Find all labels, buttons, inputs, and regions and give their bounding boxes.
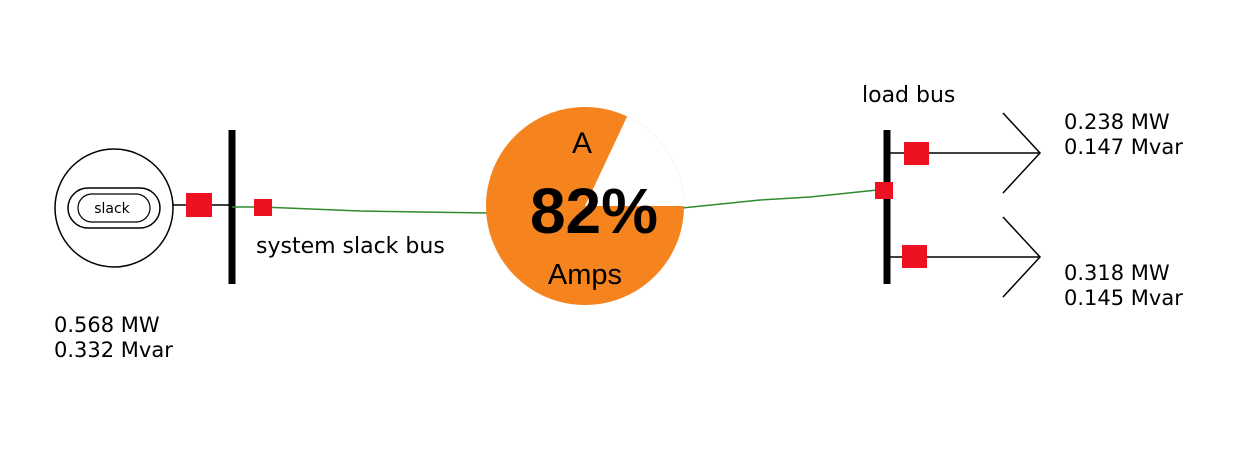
generator-symbol-label: slack <box>94 201 130 217</box>
gauge-unloaded-slice <box>585 116 684 206</box>
generator-breaker[interactable] <box>186 193 212 217</box>
load-2-arrow-icon <box>1002 216 1042 298</box>
transmission-line-left[interactable] <box>232 206 488 214</box>
load-1-mvar: 0.147 Mvar <box>1064 135 1183 159</box>
load-1-mw: 0.238 MW <box>1064 110 1170 134</box>
generator-rotor-icon <box>67 187 161 229</box>
load-2-mw: 0.318 MW <box>1064 261 1170 285</box>
generator-output: 0.568 MW 0.332 Mvar <box>54 313 173 363</box>
gauge-unit: Amps <box>548 259 622 291</box>
transmission-line-right[interactable] <box>681 188 888 209</box>
line-breaker-from[interactable] <box>254 199 272 216</box>
generator-mw: 0.568 MW <box>54 313 160 337</box>
load-1-values: 0.238 MW 0.147 Mvar <box>1064 110 1183 160</box>
load-2[interactable] <box>887 216 1042 298</box>
load-1-arrow-icon <box>1002 112 1042 194</box>
generator-mvar: 0.332 Mvar <box>54 338 173 362</box>
slack-generator[interactable]: slack <box>54 148 174 268</box>
gauge-prefix: A <box>572 127 592 160</box>
line-loading-gauge[interactable]: A 82% Amps <box>486 107 684 305</box>
line-breaker-to[interactable] <box>875 182 893 199</box>
load-1-breaker[interactable] <box>904 142 929 165</box>
load-2-mvar: 0.145 Mvar <box>1064 286 1183 310</box>
load-1[interactable] <box>887 112 1042 194</box>
load-bus-label: load bus <box>862 83 956 108</box>
generator-circle-icon <box>54 148 174 268</box>
gauge-loading-percent: 82% <box>530 175 658 247</box>
load-2-values: 0.318 MW 0.145 Mvar <box>1064 261 1183 311</box>
slack-bus-label: system slack bus <box>256 234 445 259</box>
load-2-breaker[interactable] <box>902 245 927 268</box>
generator-rotor-inner-icon <box>77 193 151 223</box>
